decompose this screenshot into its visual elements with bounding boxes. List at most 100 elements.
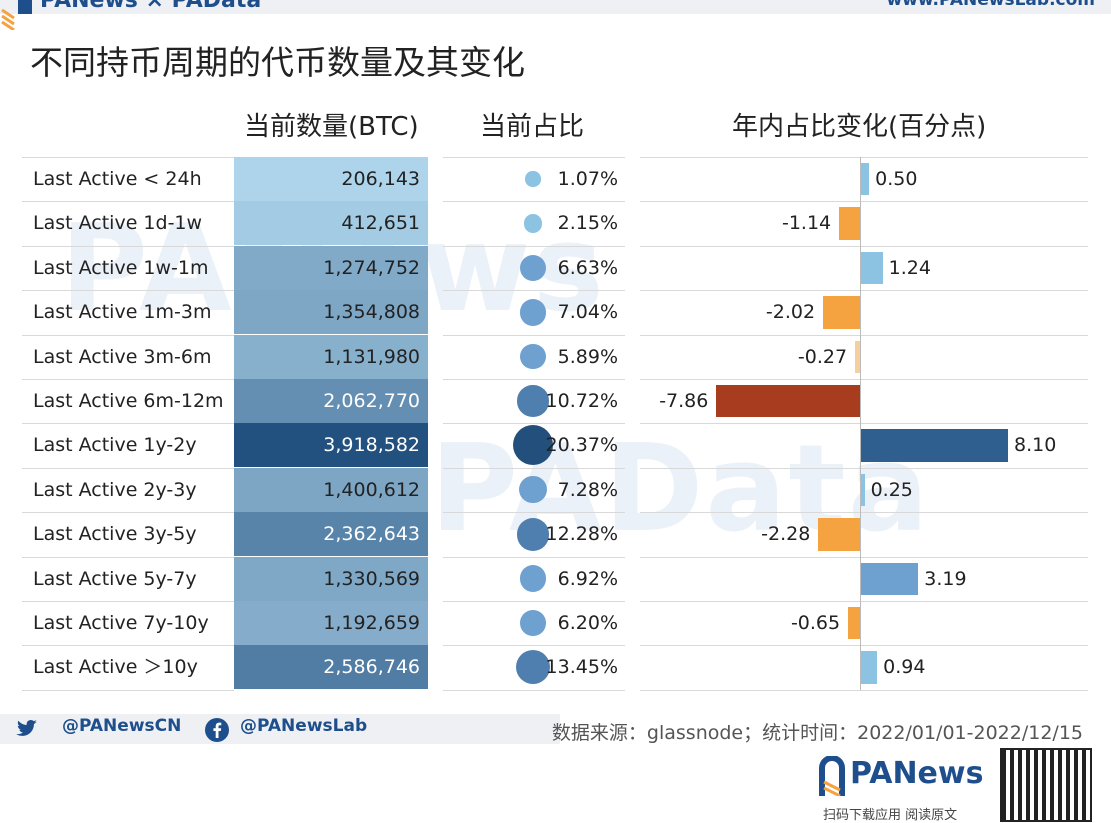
row-label: Last Active 3m-6m <box>33 345 212 368</box>
row-label: Last Active 1d-1w <box>33 212 203 235</box>
amount-heat-cell: 1,330,569 <box>234 556 428 601</box>
amount-heat-cell: 2,586,746 <box>234 645 428 690</box>
change-bar-negative <box>716 385 860 418</box>
change-value: 0.94 <box>883 656 926 679</box>
share-value: 20.37% <box>545 434 618 457</box>
share-bubble <box>525 171 541 187</box>
row-label: Last Active < 24h <box>33 168 202 190</box>
row-divider <box>640 334 1088 336</box>
row-divider <box>443 689 625 691</box>
share-bubble <box>519 565 547 592</box>
row-divider <box>22 379 234 380</box>
amount-value: 412,651 <box>341 212 420 235</box>
row-divider <box>443 423 625 425</box>
header-brand: PANews × PAData <box>40 0 262 13</box>
amount-value: 2,362,643 <box>323 523 420 546</box>
row-divider <box>640 512 1088 514</box>
change-value: 8.10 <box>1014 434 1057 457</box>
amount-value: 1,354,808 <box>323 301 420 324</box>
amount-heat-cell: 1,131,980 <box>234 334 428 379</box>
change-value: -0.27 <box>797 345 848 368</box>
twitter-icon <box>16 720 37 736</box>
row-divider <box>22 467 234 469</box>
row-label: Last Active 1m-3m <box>33 301 212 324</box>
row-divider <box>22 556 234 558</box>
row-divider <box>22 290 234 292</box>
change-bar-negative <box>855 340 860 373</box>
amount-heat-cell: 2,062,770 <box>234 379 428 423</box>
change-bar-negative <box>818 518 860 551</box>
row-divider <box>443 379 625 380</box>
row-divider <box>443 245 625 247</box>
amount-heat-cell: 3,918,582 <box>234 423 428 468</box>
row-divider <box>443 467 625 469</box>
row-divider <box>22 601 234 602</box>
header-url[interactable]: www.PANewsLab.com <box>886 0 1095 10</box>
share-value: 12.28% <box>545 523 618 546</box>
brand-logo-text: PANews <box>850 756 984 791</box>
row-divider <box>22 689 234 691</box>
row-label: Last Active 6m-12m <box>33 390 224 412</box>
table-top-rule <box>443 157 625 158</box>
table-top-rule <box>640 157 1088 158</box>
share-bubble <box>519 476 547 504</box>
row-label: Last Active ＞10y <box>33 656 198 679</box>
amount-heat-cell: 1,274,752 <box>234 245 428 290</box>
amount-value: 1,274,752 <box>323 256 420 279</box>
share-value: 7.04% <box>557 301 618 324</box>
change-value: -0.65 <box>790 612 841 634</box>
change-bar-positive <box>860 429 1008 462</box>
row-divider <box>22 423 234 425</box>
column-header-share: 当前占比 <box>480 112 585 142</box>
share-value: 7.28% <box>557 478 618 501</box>
row-label: Last Active 3y-5y <box>33 523 197 546</box>
change-bar-negative <box>839 207 860 240</box>
share-bubble <box>519 254 547 281</box>
share-value: 2.15% <box>557 212 618 235</box>
share-value: 5.89% <box>557 345 618 368</box>
change-bar-positive <box>860 251 883 285</box>
row-divider <box>443 512 625 514</box>
twitter-handle[interactable]: @PANewsCN <box>62 716 182 736</box>
data-source-note: 数据来源：glassnode；统计时间：2022/01/01-2022/12/1… <box>551 722 1083 744</box>
row-label: Last Active 2y-3y <box>33 478 197 501</box>
amount-value: 1,400,612 <box>323 478 420 501</box>
share-value: 10.72% <box>545 390 618 412</box>
row-divider <box>640 290 1088 292</box>
amount-heat-cell: 1,354,808 <box>234 290 428 335</box>
row-divider <box>443 334 625 336</box>
share-bubble <box>517 385 549 417</box>
share-bubble <box>519 298 547 326</box>
change-value: -2.02 <box>765 301 816 324</box>
share-bubble <box>520 343 546 370</box>
row-divider <box>640 423 1088 425</box>
change-value: -1.14 <box>781 212 832 235</box>
row-divider <box>443 290 625 292</box>
row-divider <box>443 645 625 647</box>
amount-heat-cell: 2,362,643 <box>234 512 428 557</box>
amount-heat-cell: 1,192,659 <box>234 601 428 645</box>
change-bar-positive <box>860 473 865 507</box>
zero-axis-line <box>860 157 861 690</box>
row-label: Last Active 7y-10y <box>33 612 209 634</box>
row-divider <box>22 645 234 647</box>
row-label: Last Active 1y-2y <box>33 434 197 457</box>
amount-value: 1,330,569 <box>323 567 420 590</box>
amount-value: 206,143 <box>341 168 420 190</box>
change-value: 0.25 <box>870 478 913 501</box>
share-bubble <box>523 214 543 233</box>
facebook-icon <box>205 718 229 742</box>
row-divider <box>640 379 1088 380</box>
change-value: 1.24 <box>888 256 931 279</box>
column-header-amount: 当前数量(BTC) <box>244 112 419 142</box>
table-top-rule <box>22 157 234 158</box>
qr-code[interactable] <box>1000 748 1092 822</box>
share-bubble <box>515 650 550 685</box>
row-label: Last Active 1w-1m <box>33 256 209 279</box>
change-value: -7.86 <box>659 390 709 412</box>
facebook-handle[interactable]: @PANewsLab <box>240 716 368 736</box>
row-divider <box>640 467 1088 469</box>
row-divider <box>640 245 1088 247</box>
amount-value: 2,586,746 <box>323 656 420 679</box>
row-divider <box>22 245 234 247</box>
